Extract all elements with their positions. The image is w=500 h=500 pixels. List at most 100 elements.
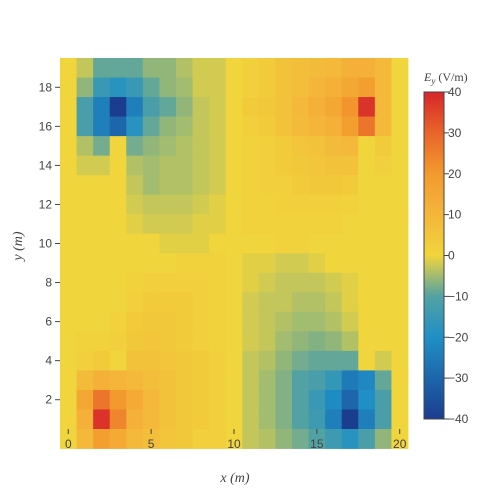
heatmap-cell[interactable] <box>209 155 227 176</box>
heatmap-cell[interactable] <box>126 77 144 98</box>
heatmap-cell[interactable] <box>358 311 376 332</box>
heatmap-cell[interactable] <box>292 97 309 117</box>
heatmap-cell[interactable] <box>391 175 409 196</box>
heatmap-cell[interactable] <box>292 389 309 410</box>
heatmap-cell[interactable] <box>159 58 177 78</box>
heatmap-cell[interactable] <box>76 253 94 274</box>
heatmap-cell[interactable] <box>325 409 343 430</box>
heatmap-cell[interactable] <box>374 272 392 293</box>
heatmap-cell[interactable] <box>126 429 144 449</box>
heatmap-cell[interactable] <box>93 350 111 371</box>
heatmap-cell[interactable] <box>93 58 111 78</box>
heatmap-cell[interactable] <box>209 77 227 98</box>
heatmap-cell[interactable] <box>225 350 243 371</box>
heatmap-cell[interactable] <box>225 214 243 235</box>
heatmap-cell[interactable] <box>60 429 77 449</box>
heatmap-cell[interactable] <box>76 331 94 352</box>
heatmap-cell[interactable] <box>192 253 210 274</box>
heatmap-cell[interactable] <box>391 350 409 371</box>
heatmap-cell[interactable] <box>391 97 409 117</box>
heatmap-cell[interactable] <box>275 175 293 196</box>
heatmap-cell[interactable] <box>391 409 409 430</box>
heatmap-cell[interactable] <box>126 155 144 176</box>
heatmap-cell[interactable] <box>192 116 210 137</box>
heatmap-cell[interactable] <box>60 350 77 371</box>
heatmap-cell[interactable] <box>258 292 276 313</box>
heatmap-cell[interactable] <box>341 409 359 430</box>
heatmap-cell[interactable] <box>176 155 193 176</box>
heatmap-cell[interactable] <box>308 58 326 78</box>
heatmap-cell[interactable] <box>225 194 243 215</box>
heatmap-cell[interactable] <box>126 194 144 215</box>
heatmap-cell[interactable] <box>176 214 193 235</box>
heatmap-cell[interactable] <box>258 311 276 332</box>
heatmap-cell[interactable] <box>374 194 392 215</box>
heatmap-cell[interactable] <box>142 194 160 215</box>
heatmap-cell[interactable] <box>142 350 160 371</box>
heatmap-cell[interactable] <box>176 97 193 117</box>
heatmap-cell[interactable] <box>192 58 210 78</box>
heatmap-cell[interactable] <box>341 155 359 176</box>
heatmap-cell[interactable] <box>242 136 260 157</box>
heatmap-cell[interactable] <box>209 116 227 137</box>
heatmap-cell[interactable] <box>391 233 409 254</box>
heatmap-cell[interactable] <box>308 136 326 157</box>
heatmap-cell[interactable] <box>109 233 127 254</box>
heatmap-cell[interactable] <box>391 77 409 98</box>
heatmap-cell[interactable] <box>292 370 309 391</box>
heatmap-cell[interactable] <box>142 429 160 449</box>
heatmap-cell[interactable] <box>225 370 243 391</box>
heatmap-cell[interactable] <box>126 116 144 137</box>
heatmap-cell[interactable] <box>76 233 94 254</box>
heatmap-cell[interactable] <box>391 58 409 78</box>
heatmap-cell[interactable] <box>358 116 376 137</box>
heatmap-cell[interactable] <box>242 155 260 176</box>
heatmap-cell[interactable] <box>374 292 392 313</box>
heatmap-cell[interactable] <box>225 77 243 98</box>
heatmap-cell[interactable] <box>242 194 260 215</box>
heatmap-cell[interactable] <box>358 194 376 215</box>
heatmap-cell[interactable] <box>225 253 243 274</box>
heatmap-cell[interactable] <box>258 175 276 196</box>
heatmap-cell[interactable] <box>93 97 111 117</box>
heatmap-cell[interactable] <box>225 429 243 449</box>
heatmap-cell[interactable] <box>159 311 177 332</box>
heatmap-cell[interactable] <box>275 409 293 430</box>
heatmap-cell[interactable] <box>192 389 210 410</box>
heatmap-cell[interactable] <box>258 116 276 137</box>
heatmap-cell[interactable] <box>192 97 210 117</box>
heatmap-cell[interactable] <box>93 389 111 410</box>
heatmap-cell[interactable] <box>209 350 227 371</box>
heatmap-cell[interactable] <box>341 370 359 391</box>
heatmap-cell[interactable] <box>126 214 144 235</box>
heatmap-cell[interactable] <box>391 155 409 176</box>
heatmap-cell[interactable] <box>109 350 127 371</box>
heatmap-cell[interactable] <box>275 116 293 137</box>
heatmap-cell[interactable] <box>358 175 376 196</box>
heatmap-cell[interactable] <box>159 194 177 215</box>
heatmap-cell[interactable] <box>258 331 276 352</box>
heatmap-cell[interactable] <box>93 292 111 313</box>
heatmap-cell[interactable] <box>176 58 193 78</box>
heatmap-cell[interactable] <box>391 272 409 293</box>
heatmap-cell[interactable] <box>374 389 392 410</box>
heatmap-cell[interactable] <box>275 136 293 157</box>
heatmap-cell[interactable] <box>159 136 177 157</box>
heatmap-cell[interactable] <box>209 272 227 293</box>
heatmap-cell[interactable] <box>258 272 276 293</box>
heatmap-cell[interactable] <box>258 350 276 371</box>
heatmap-cell[interactable] <box>209 429 227 449</box>
heatmap-cell[interactable] <box>142 311 160 332</box>
heatmap-cell[interactable] <box>192 429 210 449</box>
heatmap-cell[interactable] <box>60 116 77 137</box>
heatmap-cell[interactable] <box>374 233 392 254</box>
heatmap-cell[interactable] <box>126 370 144 391</box>
heatmap-cell[interactable] <box>325 214 343 235</box>
heatmap-cell[interactable] <box>242 331 260 352</box>
heatmap-cell[interactable] <box>242 77 260 98</box>
heatmap-cell[interactable] <box>225 331 243 352</box>
heatmap-cell[interactable] <box>308 409 326 430</box>
heatmap-cell[interactable] <box>159 272 177 293</box>
heatmap-cell[interactable] <box>258 370 276 391</box>
heatmap-cell[interactable] <box>341 272 359 293</box>
